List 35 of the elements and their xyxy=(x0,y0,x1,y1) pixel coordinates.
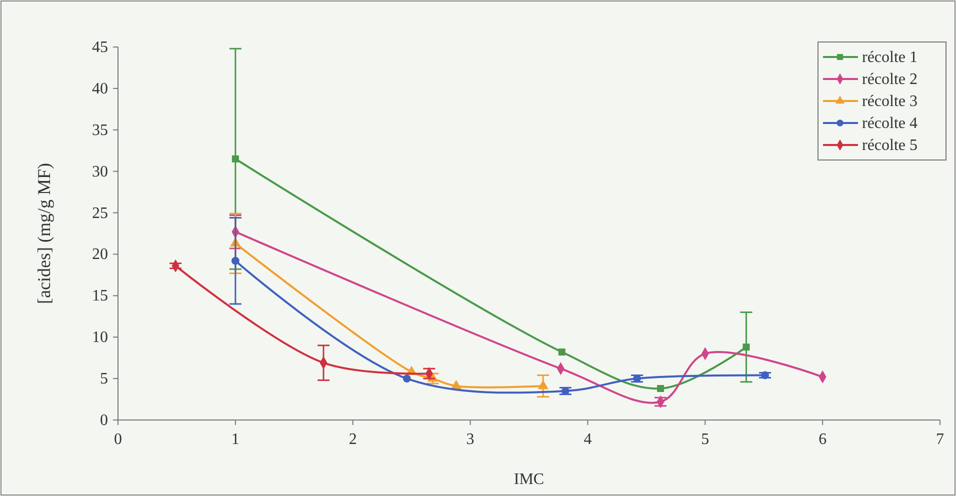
y-tick-label: 15 xyxy=(92,288,108,305)
legend-label: récolte 3 xyxy=(862,93,918,110)
y-tick-label: 30 xyxy=(92,163,108,180)
y-tick-label: 0 xyxy=(100,412,108,429)
point xyxy=(402,374,411,382)
point xyxy=(231,256,240,265)
x-tick-label: 1 xyxy=(231,431,240,448)
x-tick-label: 4 xyxy=(584,431,592,448)
y-axis-title: [acides] (mg/g MF) xyxy=(34,163,54,304)
legend-label: récolte 2 xyxy=(862,71,918,88)
y-tick-label: 35 xyxy=(92,122,108,139)
point xyxy=(561,387,570,395)
x-tick-label: 0 xyxy=(114,431,122,448)
x-tick-label: 6 xyxy=(818,431,827,448)
point xyxy=(558,348,566,356)
y-tick-label: 25 xyxy=(92,204,108,222)
point xyxy=(232,155,239,162)
x-axis-title: IMC xyxy=(514,471,544,488)
y-tick-label: 10 xyxy=(92,329,108,346)
point xyxy=(450,380,462,390)
x-tick-label: 3 xyxy=(466,431,474,448)
x-tick-label: 5 xyxy=(701,431,710,448)
y-tick-label: 40 xyxy=(92,80,108,98)
y-tick-label: 20 xyxy=(92,246,108,264)
y-tick-label: 5 xyxy=(100,370,108,388)
point xyxy=(657,385,664,392)
legend-label: récolte 4 xyxy=(862,115,918,132)
point xyxy=(761,371,769,380)
x-tick-label: 7 xyxy=(936,431,944,448)
legend-label: récolte 5 xyxy=(862,137,918,154)
point xyxy=(538,380,548,390)
y-tick-label: 45 xyxy=(92,39,108,56)
x-tick-label: 2 xyxy=(348,431,357,448)
point xyxy=(742,344,750,351)
legend-label: récolte 1 xyxy=(862,49,918,66)
